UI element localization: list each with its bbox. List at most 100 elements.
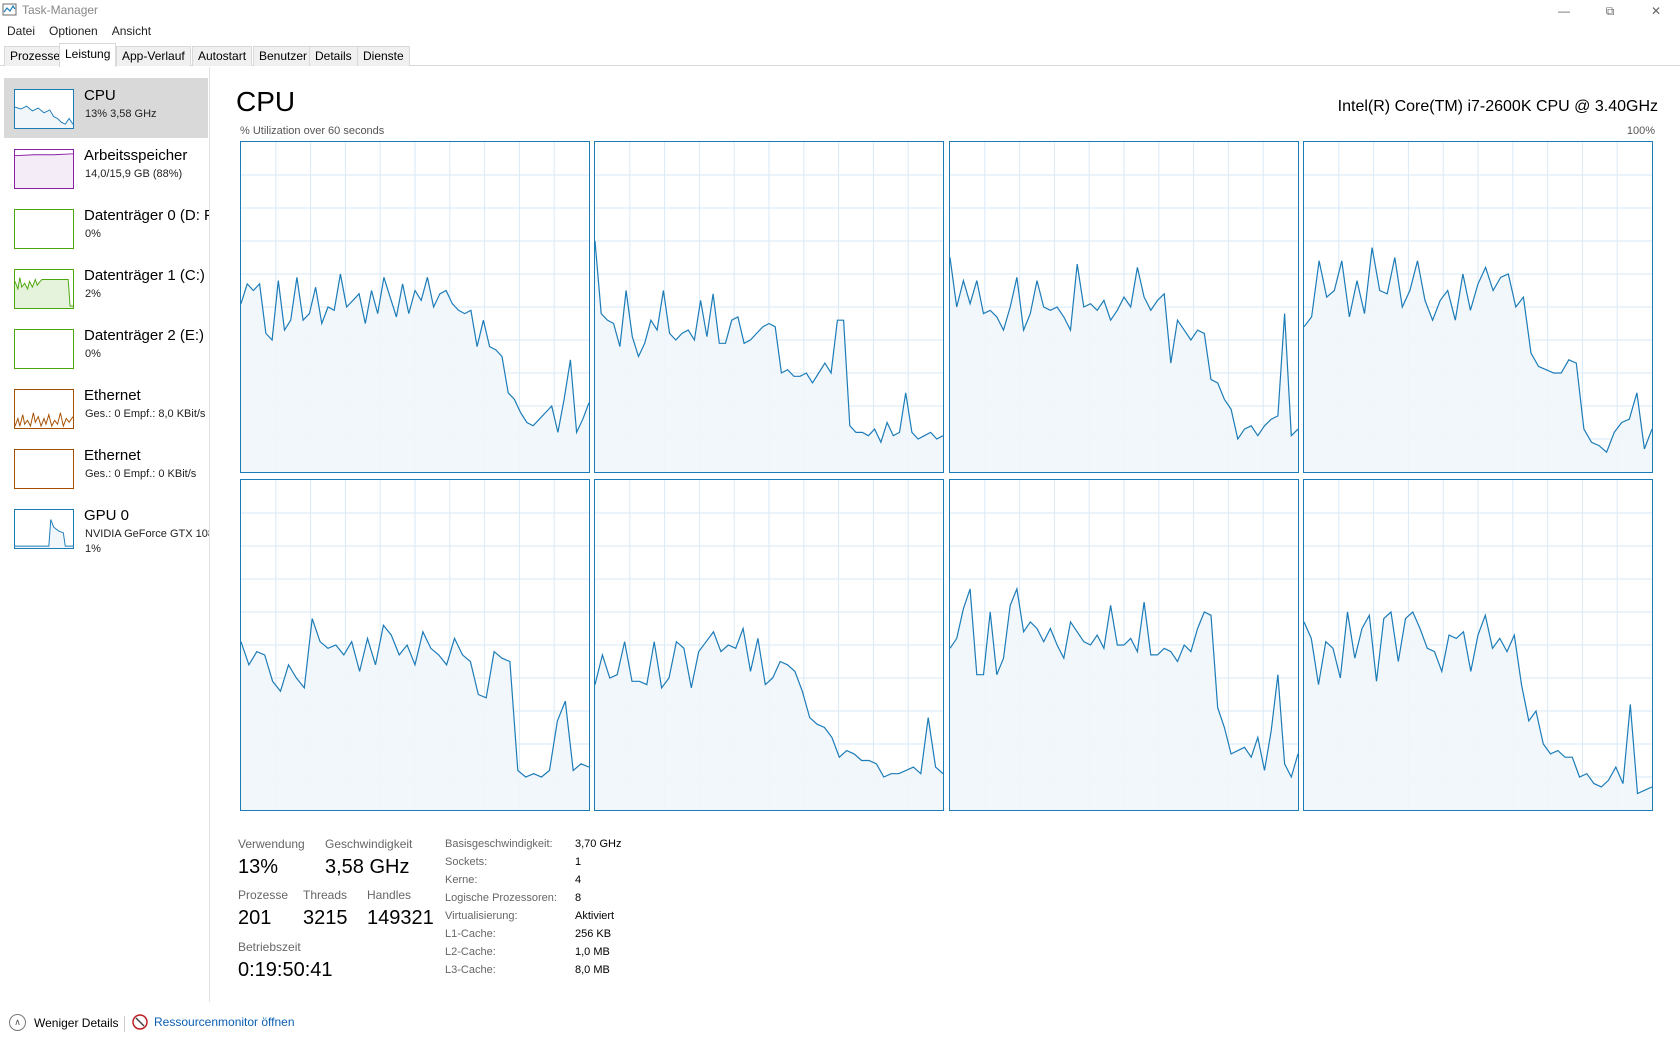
minimize-button[interactable]: — xyxy=(1541,0,1587,22)
sidebar-item-label: GPU 0 xyxy=(84,507,130,524)
sidebar-item-disk-1[interactable]: Datenträger 1 (C:) 2% xyxy=(4,258,208,318)
sidebar-item-label: Datenträger 0 (D: F xyxy=(84,207,210,224)
sidebar-item-memory[interactable]: Arbeitsspeicher 14,0/15,9 GB (88%) xyxy=(4,138,208,198)
spec-label: L3-Cache: xyxy=(445,964,496,976)
cpu-core-graph xyxy=(594,141,944,473)
cpu-usage-line xyxy=(949,586,1299,779)
spec-value: 1,0 MB xyxy=(575,946,610,958)
sidebar-item-gpu[interactable]: GPU 0 NVIDIA GeForce GTX 108 1% xyxy=(4,498,210,558)
tab-prozesse[interactable]: Prozesse xyxy=(4,46,67,66)
sidebar-item-disk-2[interactable]: Datenträger 2 (E:) 0% xyxy=(4,318,208,378)
spec-label: Kerne: xyxy=(445,874,478,886)
sidebar-item-detail: 0% xyxy=(85,348,101,360)
sidebar-item-disk-0[interactable]: Datenträger 0 (D: F 0% xyxy=(4,198,210,258)
sidebar-item-label: CPU xyxy=(84,87,116,104)
uptime-stat: Betriebszeit 0:19:50:41 xyxy=(238,940,333,982)
close-button[interactable]: ✕ xyxy=(1633,0,1679,22)
cpu-thumbnail xyxy=(14,89,74,129)
menu-bar: Datei Optionen Ansicht xyxy=(0,22,158,42)
threads-label: Threads xyxy=(303,888,348,902)
sidebar-item-ethernet-1[interactable]: Ethernet Ges.: 0 Empf.: 8,0 KBit/s xyxy=(4,378,208,438)
fewer-details-label: Weniger Details xyxy=(34,1015,119,1030)
speed-label: Geschwindigkeit xyxy=(325,837,413,851)
spec-label: Sockets: xyxy=(445,856,488,868)
menu-optionen[interactable]: Optionen xyxy=(49,24,98,38)
sidebar-item-detail-2: 1% xyxy=(85,543,101,555)
tab-app-verlauf[interactable]: App-Verlauf xyxy=(116,46,191,66)
tab-autostart[interactable]: Autostart xyxy=(192,46,253,66)
cpu-core-chart xyxy=(1303,142,1653,472)
graph-max-label: 100% xyxy=(1626,125,1655,137)
ethernet-1-thumbnail xyxy=(14,389,74,429)
cpu-core-chart xyxy=(949,480,1299,810)
menu-datei[interactable]: Datei xyxy=(7,24,36,38)
sidebar-item-detail: Ges.: 0 Empf.: 8,0 KBit/s xyxy=(85,408,206,420)
uptime-value: 0:19:50:41 xyxy=(238,959,333,981)
cpu-core-graph xyxy=(240,479,590,811)
spec-value: 3,70 GHz xyxy=(575,838,622,850)
menu-ansicht[interactable]: Ansicht xyxy=(111,24,152,38)
graph-axis-label: % Utilization over 60 seconds xyxy=(240,125,385,137)
cpu-usage-area xyxy=(950,257,1298,472)
task-manager-icon xyxy=(2,3,17,16)
processes-label: Prozesse xyxy=(238,888,289,902)
uptime-label: Betriebszeit xyxy=(238,940,301,954)
cpu-core-chart xyxy=(594,142,944,472)
restore-button[interactable]: ⧉ xyxy=(1587,0,1633,22)
handles-stat: Handles 149321 xyxy=(367,888,434,930)
sidebar-item-detail: NVIDIA GeForce GTX 108 xyxy=(85,528,210,540)
cpu-usage-area xyxy=(595,241,943,472)
cpu-usage-line xyxy=(240,273,590,435)
resource-monitor-link[interactable]: Ressourcenmonitor öffnen xyxy=(132,1014,295,1030)
tab-dienste[interactable]: Dienste xyxy=(357,46,410,66)
minimize-icon: — xyxy=(1558,4,1570,18)
processes-value: 201 xyxy=(238,907,272,929)
sidebar-item-label: Arbeitsspeicher xyxy=(84,147,188,164)
threads-value: 3215 xyxy=(303,907,348,929)
spec-value: 8,0 MB xyxy=(575,964,610,976)
restore-icon: ⧉ xyxy=(1605,3,1615,18)
page-title: CPU xyxy=(236,86,296,117)
tab-details[interactable]: Details xyxy=(309,46,358,66)
spec-value: 4 xyxy=(575,874,582,886)
memory-thumbnail xyxy=(14,149,74,189)
resource-monitor-icon xyxy=(132,1014,148,1030)
sidebar-item-ethernet-2[interactable]: Ethernet Ges.: 0 Empf.: 0 KBit/s xyxy=(4,438,208,498)
cpu-usage-area xyxy=(241,274,589,472)
cpu-core-chart xyxy=(1303,480,1653,810)
spec-value: 256 KB xyxy=(575,928,612,940)
cpu-core-graph xyxy=(594,479,944,811)
sidebar-item-label: Ethernet xyxy=(84,447,141,464)
fewer-details-button[interactable]: ∧ Weniger Details xyxy=(9,1014,118,1031)
tab-benutzer[interactable]: Benutzer xyxy=(253,46,314,66)
sidebar-item-cpu[interactable]: CPU 13% 3,58 GHz xyxy=(4,78,208,138)
cpu-core-chart xyxy=(240,142,590,472)
sidebar-item-detail: 13% 3,58 GHz xyxy=(85,108,157,120)
resource-monitor-label: Ressourcenmonitor öffnen xyxy=(154,1015,295,1029)
close-icon: ✕ xyxy=(1650,4,1662,18)
cpu-usage-line xyxy=(594,240,944,444)
spec-label: Virtualisierung: xyxy=(445,910,518,922)
cpu-core-chart xyxy=(594,480,944,810)
cpu-core-graph xyxy=(1303,141,1653,473)
threads-stat: Threads 3215 xyxy=(303,888,348,930)
footer-divider xyxy=(124,1016,125,1032)
cpu-core-graph xyxy=(949,479,1299,811)
sidebar-item-label: Datenträger 2 (E:) xyxy=(84,327,205,344)
disk-0-thumbnail xyxy=(14,209,74,249)
processor-name: Intel(R) Core(TM) i7-2600K CPU @ 3.40GHz xyxy=(1337,98,1658,115)
ethernet-2-thumbnail xyxy=(14,449,74,489)
disk-1-thumbnail xyxy=(14,269,74,309)
sidebar-item-detail: 2% xyxy=(85,288,101,300)
cpu-core-chart xyxy=(240,480,590,810)
speed-stat: Geschwindigkeit 3,58 GHz xyxy=(325,837,412,879)
spec-label: L2-Cache: xyxy=(445,946,496,958)
handles-value: 149321 xyxy=(367,907,434,929)
processes-stat: Prozesse 201 xyxy=(238,888,288,930)
spec-value: 8 xyxy=(575,892,582,904)
cpu-core-graph xyxy=(240,141,590,473)
sidebar-item-detail: Ges.: 0 Empf.: 0 KBit/s xyxy=(85,468,197,480)
cpu-usage-area xyxy=(950,588,1298,810)
tab-leistung[interactable]: Leistung xyxy=(59,43,117,67)
resource-sidebar: CPU 13% 3,58 GHz Arbeitsspeicher 14,0/15… xyxy=(0,67,210,1002)
